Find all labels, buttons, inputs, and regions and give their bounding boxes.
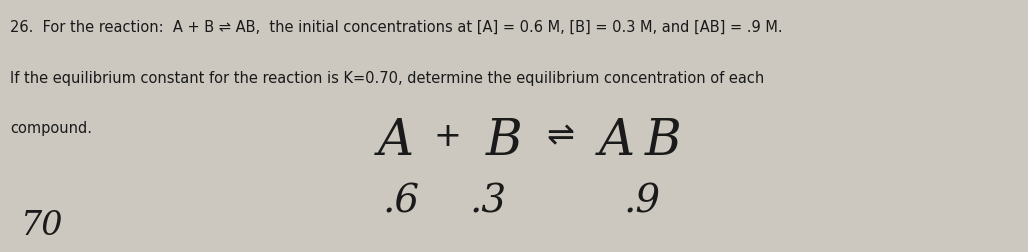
Text: B: B xyxy=(645,116,682,166)
Text: +: + xyxy=(433,120,462,152)
Text: B: B xyxy=(485,116,522,166)
Text: compound.: compound. xyxy=(10,121,93,136)
Text: A: A xyxy=(598,116,635,166)
Text: .6: .6 xyxy=(382,183,419,220)
Text: If the equilibrium constant for the reaction is K=0.70, determine the equilibriu: If the equilibrium constant for the reac… xyxy=(10,71,765,86)
Text: ⇌: ⇌ xyxy=(546,120,575,152)
Text: .3: .3 xyxy=(470,183,507,220)
Text: 70: 70 xyxy=(21,210,63,242)
Text: A: A xyxy=(377,116,414,166)
Text: .9: .9 xyxy=(624,183,661,220)
Text: 26.  For the reaction:  A + B ⇌ AB,  the initial concentrations at [A] = 0.6 M, : 26. For the reaction: A + B ⇌ AB, the in… xyxy=(10,20,783,35)
